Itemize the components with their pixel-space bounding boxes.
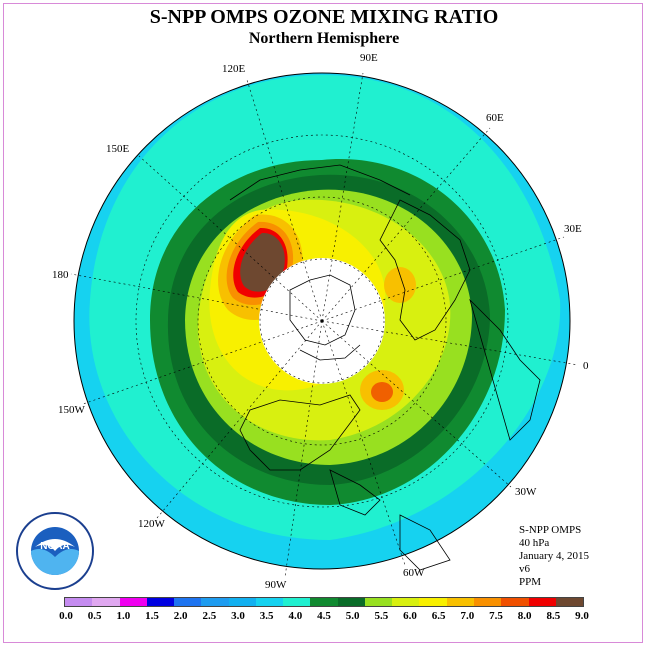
legend-ticks: 0.0 0.5 1.0 1.5 2.0 2.5 3.0 3.5 4.0 4.5 5.0 5.5 6.0 6… [0, 610, 648, 624]
legend-tick-0: 0.0 [59, 610, 73, 622]
color-legend [64, 597, 584, 607]
noaa-logo: NOAA [16, 512, 94, 590]
coast-europe [379, 199, 471, 341]
graticule-parallels [135, 134, 509, 508]
lon-label-150W: 150W [58, 404, 86, 416]
svg-text:NOAA: NOAA [40, 541, 69, 552]
field-patch-atlantic-core [371, 382, 393, 402]
coast-north-america [239, 394, 361, 471]
legend-tick-9: 4.5 [317, 610, 331, 622]
lon-label-60W: 60W [403, 567, 425, 579]
legend-swatch-16 [501, 598, 529, 606]
legend-tick-3: 1.5 [145, 610, 159, 622]
legend-swatch-18 [555, 598, 584, 606]
info-units: PPM [519, 576, 542, 588]
coastlines [229, 164, 541, 571]
legend-swatch-4 [174, 598, 202, 606]
field-patch-scandinavia [384, 267, 416, 303]
legend-tick-14: 7.0 [460, 610, 475, 622]
info-date: January 4, 2015 [519, 550, 589, 562]
lon-label-150E: 150E [106, 143, 130, 155]
lon-label-180: 180 [52, 269, 69, 281]
parallel-60N [197, 196, 447, 446]
legend-swatch-6 [228, 598, 256, 606]
legend-swatch-9 [310, 598, 338, 606]
legend-tick-18: 9.0 [575, 610, 589, 622]
meridian-30W [321, 320, 512, 488]
legend-swatch-5 [201, 598, 229, 606]
map-boundary [73, 72, 571, 570]
legend-swatch-1 [92, 598, 120, 606]
legend-swatch-11 [364, 598, 393, 606]
legend-tick-13: 6.5 [431, 610, 446, 622]
legend-swatch-7 [255, 598, 284, 606]
legend-tick-8: 4.0 [288, 610, 303, 622]
legend-tick-12: 6.0 [403, 610, 417, 622]
legend-tick-7: 3.5 [259, 610, 274, 622]
lon-label-30E: 30E [564, 223, 582, 235]
parallel-40N [135, 134, 509, 508]
graticule-meridians [70, 72, 579, 578]
legend-tick-10: 5.0 [345, 610, 360, 622]
lon-label-120E: 120E [222, 63, 246, 75]
map-subtitle: Northern Hemisphere [248, 30, 400, 47]
coast-south-america [399, 514, 451, 571]
legend-tick-17: 8.5 [546, 610, 561, 622]
lon-label-90W: 90W [265, 579, 287, 591]
parallel-80N [259, 258, 385, 384]
lon-label-0: 0 [583, 360, 589, 372]
field-8.5-9 [240, 232, 285, 292]
legend-tick-16: 8.0 [517, 610, 532, 622]
meridian-0 [321, 320, 579, 366]
legend-swatch-10 [337, 598, 365, 606]
legend-swatch-2 [119, 598, 147, 606]
legend-tick-11: 5.5 [374, 610, 389, 622]
legend-tick-6: 3.0 [231, 610, 245, 622]
figure-frame [3, 3, 643, 643]
lon-label-60E: 60E [486, 112, 504, 124]
map-title: S-NPP OMPS OZONE MIXING RATIO [149, 6, 499, 28]
meridian-90W [284, 320, 323, 578]
lon-label-30W: 30W [515, 486, 537, 498]
info-instrument: S-NPP OMPS [519, 524, 582, 536]
info-level: 40 hPa [519, 537, 550, 549]
legend-tick-4: 2.0 [173, 610, 188, 622]
legend-swatch-12 [392, 598, 420, 606]
legend-swatch-3 [146, 598, 175, 606]
meridian-90E [321, 72, 364, 322]
info-version: v6 [519, 563, 530, 575]
legend-swatch-8 [283, 598, 311, 606]
legend-swatch-14 [446, 598, 474, 606]
product-info: S-NPP OMPS 40 hPa January 4, 2015 v6 PPM [519, 524, 589, 589]
meridian-150W [82, 320, 323, 405]
lon-label-90E: 90E [360, 52, 378, 64]
legend-tick-15: 7.5 [489, 610, 503, 622]
longitude-labels: 90E 60E 30E 0 30W 60W 90W 120W 150W 180 … [52, 52, 589, 591]
coast-greenland [299, 344, 361, 361]
legend-swatch-13 [419, 598, 447, 606]
legend-swatch-0 [65, 598, 93, 606]
coast-arctic [289, 274, 356, 346]
legend-swatch-17 [528, 598, 556, 606]
ozone-field [74, 73, 570, 569]
coast-asia [229, 164, 411, 201]
coast-central-america [329, 469, 381, 516]
coast-africa [469, 298, 541, 441]
meridian-150E [138, 155, 323, 322]
legend-swatch-15 [473, 598, 502, 606]
lon-label-120W: 120W [138, 518, 166, 530]
legend-tick-5: 2.5 [202, 610, 217, 622]
legend-tick-2: 1.0 [116, 610, 131, 622]
meridian-120E [246, 79, 323, 322]
legend-tick-1: 0.5 [87, 610, 102, 622]
